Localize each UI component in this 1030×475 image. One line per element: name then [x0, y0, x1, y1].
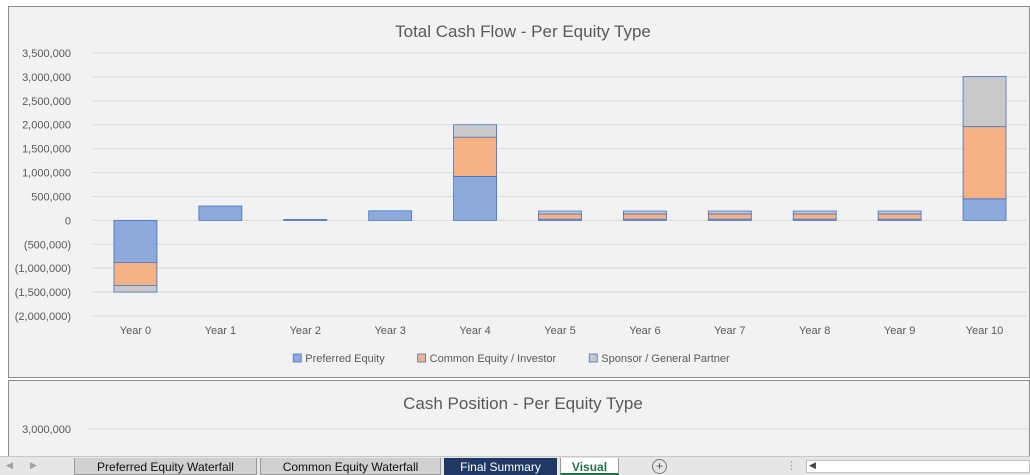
scroll-left-arrow-icon[interactable]: ◀ [809, 460, 816, 470]
y-tick-label: 3,500,000 [22, 48, 71, 60]
bar [792, 213, 837, 220]
bar [962, 126, 1007, 200]
chevron-right-icon[interactable]: ▶ [30, 460, 37, 470]
x-tick-label: Year 5 [544, 325, 575, 337]
y-tick-label: 3,000,000 [22, 424, 71, 436]
bar [113, 284, 158, 293]
y-tick-label: 2,000,000 [22, 120, 71, 132]
x-tick-label: Year 2 [290, 325, 321, 337]
bar [707, 213, 752, 220]
legend: Preferred Equity Common Equity / Investor… [292, 353, 730, 365]
y-tick-label: 2,500,000 [22, 96, 71, 108]
y-tick-label: 3,000,000 [22, 72, 71, 84]
y-tick-label: (500,000) [24, 239, 71, 251]
bar [453, 124, 497, 138]
cash-position-chart[interactable]: Cash Position - Per Equity Type 3,000,00… [8, 380, 1030, 460]
bar [623, 213, 667, 220]
bar [707, 210, 752, 215]
bar [877, 210, 922, 215]
bar [792, 210, 837, 215]
x-tick-label: Year 9 [884, 325, 915, 337]
x-tick-label: Year 4 [459, 325, 490, 337]
sheet-tab-bar: ◀ ▶ Preferred Equity Waterfall Common Eq… [0, 456, 1030, 475]
legend-label: Preferred Equity [305, 353, 385, 365]
chart-title: Total Cash Flow - Per Equity Type [395, 22, 651, 41]
horizontal-scrollbar[interactable]: ◀ [806, 460, 1030, 473]
y-tick-label: 1,000,000 [22, 168, 71, 180]
y-tick-label: 0 [65, 215, 71, 227]
bars [113, 76, 1007, 293]
legend-swatch [417, 353, 427, 363]
bar [962, 198, 1007, 221]
cash-flow-chart-svg: Total Cash Flow - Per Equity Type 3,500,… [15, 22, 1027, 365]
x-tick-label: Year 3 [374, 325, 405, 337]
cash-flow-chart[interactable]: Total Cash Flow - Per Equity Type 3,500,… [8, 6, 1030, 378]
tab-preferred-equity-waterfall[interactable]: Preferred Equity Waterfall [74, 458, 257, 475]
bar [113, 262, 158, 286]
y-tick-label: (1,500,000) [15, 287, 71, 299]
x-tick-label: Year 6 [629, 325, 660, 337]
bar [538, 210, 582, 215]
legend-label: Sponsor / General Partner [601, 353, 730, 365]
y-axis-ticks: 3,500,000 3,000,000 2,500,000 2,000,000 1,50… [15, 48, 71, 323]
tab-split-handle-icon[interactable]: ⋮ [786, 460, 797, 472]
x-tick-label: Year 0 [120, 325, 151, 337]
tab-common-equity-waterfall[interactable]: Common Equity Waterfall [260, 458, 441, 475]
x-axis-ticks: Year 0 Year 1 Year 2 Year 3 Year 4 Year 5 Year… [120, 325, 1004, 337]
cash-position-chart-svg: Cash Position - Per Equity Type 3,000,00… [22, 394, 1029, 436]
y-tick-label: 1,500,000 [22, 144, 71, 156]
bar [453, 175, 497, 221]
x-tick-label: Year 10 [966, 325, 1004, 337]
tab-visual[interactable]: Visual [560, 458, 619, 475]
plus-circle-icon[interactable]: + [652, 459, 667, 474]
bar [538, 213, 582, 220]
chart-title-2: Cash Position - Per Equity Type [403, 394, 643, 413]
gridlines [93, 52, 1027, 317]
bar [113, 219, 158, 263]
x-tick-label: Year 8 [799, 325, 830, 337]
bar [623, 210, 667, 215]
legend-swatch [292, 353, 302, 363]
y-tick-label: 500,000 [31, 191, 71, 203]
tab-final-summary[interactable]: Final Summary [444, 458, 557, 475]
y-tick-label: (2,000,000) [15, 311, 71, 323]
bar [962, 76, 1007, 128]
y-tick-label: (1,000,000) [15, 263, 71, 275]
legend-label: Common Equity / Investor [430, 353, 557, 365]
bar [877, 213, 922, 220]
legend-swatch [588, 353, 598, 363]
bar [198, 205, 243, 221]
bar [368, 210, 413, 221]
bar [283, 219, 328, 221]
x-tick-label: Year 1 [205, 325, 236, 337]
chevron-left-icon[interactable]: ◀ [6, 460, 13, 470]
bar [453, 136, 497, 177]
x-tick-label: Year 7 [714, 325, 745, 337]
